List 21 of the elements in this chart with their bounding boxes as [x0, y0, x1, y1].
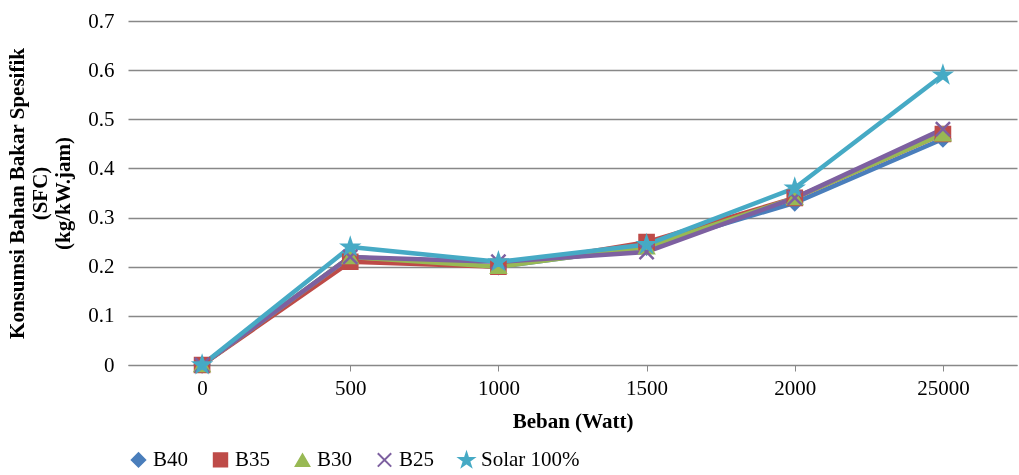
- x-tick-label: 0: [197, 375, 208, 400]
- y-tick-label: 0.6: [88, 57, 115, 82]
- y-tick-label: 0.7: [88, 8, 115, 33]
- legend-label: Solar 100%: [481, 447, 580, 472]
- x-tick-label: 2000: [774, 375, 817, 400]
- legend-label: B40: [153, 446, 189, 471]
- legend-label: B25: [399, 446, 435, 471]
- x-tick-label: 1500: [626, 375, 669, 400]
- y-tick-label: 0: [104, 352, 115, 377]
- y-axis-title: Konsumsi Bahan Bakar Spesifik (SFC) (kg/kW.jam): [5, 47, 76, 339]
- legend-label: B30: [317, 447, 353, 472]
- x-tick-label: 1000: [477, 375, 520, 400]
- x-axis-title: Beban (Watt): [512, 408, 634, 433]
- y-tick-label: 0.4: [88, 155, 115, 180]
- y-tick-label: 0.3: [88, 205, 115, 230]
- legend-label: B35: [235, 446, 271, 471]
- x-tick-label: 25000: [917, 375, 970, 400]
- y-tick-label: 0.5: [88, 106, 115, 131]
- y-tick-label: 0.1: [88, 303, 115, 328]
- y-tick-label: 0.2: [88, 254, 115, 279]
- x-tick-label: 500: [335, 375, 367, 400]
